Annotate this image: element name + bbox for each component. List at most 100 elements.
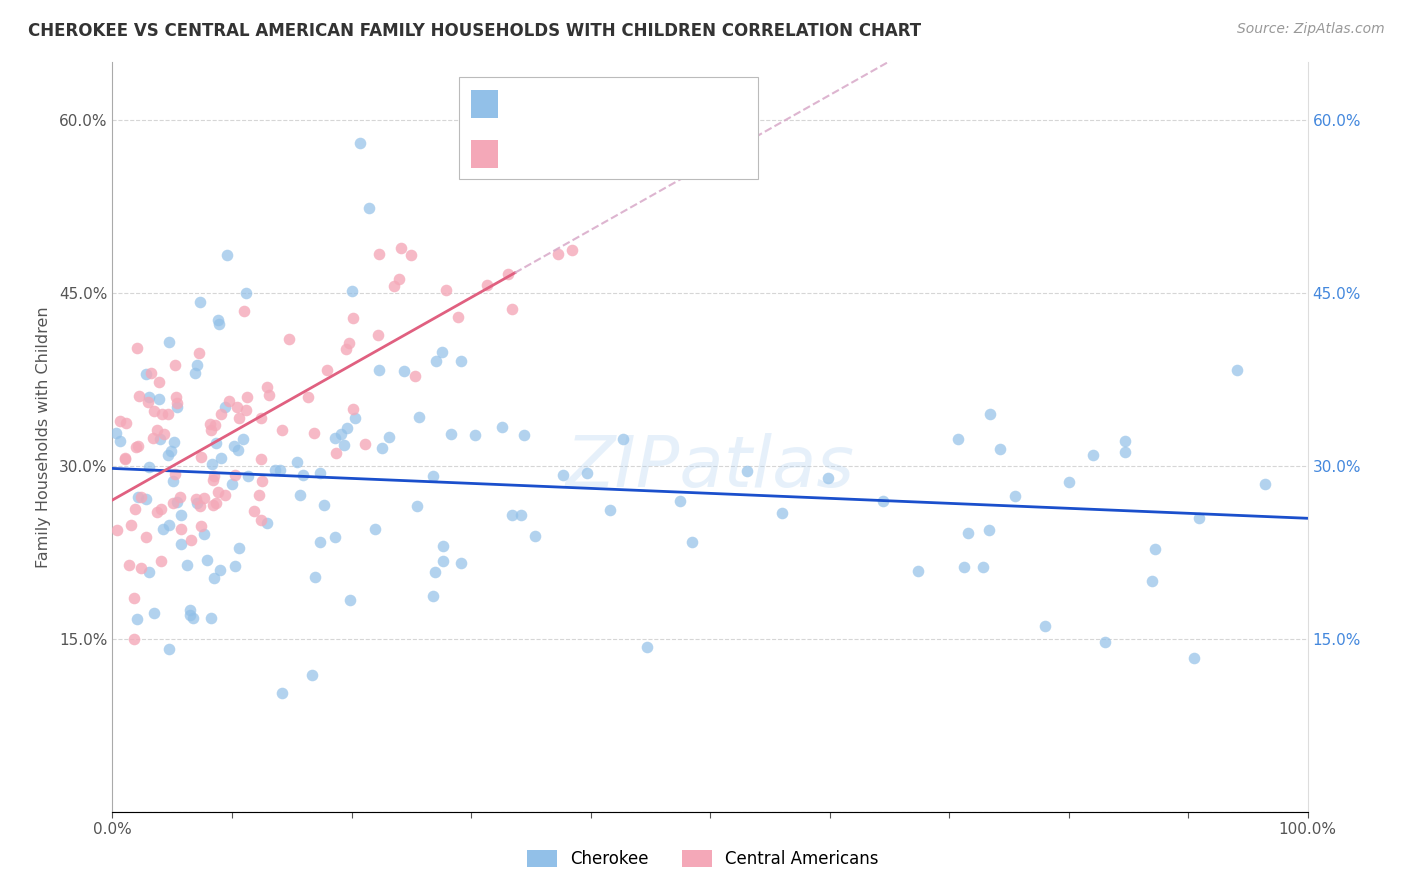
Point xyxy=(114,416,136,430)
Point xyxy=(342,402,364,417)
Point xyxy=(136,394,159,409)
Point xyxy=(252,474,274,488)
Point xyxy=(256,380,278,394)
Point xyxy=(170,537,193,551)
Point xyxy=(682,535,704,549)
Point xyxy=(325,446,347,460)
Point xyxy=(129,490,152,504)
Point xyxy=(122,591,145,605)
Point xyxy=(157,335,180,350)
Point xyxy=(547,247,569,261)
Point xyxy=(170,522,193,536)
Point xyxy=(165,358,187,372)
Text: Source: ZipAtlas.com: Source: ZipAtlas.com xyxy=(1237,22,1385,37)
Point xyxy=(270,423,292,437)
Point xyxy=(148,392,170,406)
Point xyxy=(388,272,411,286)
Point xyxy=(1226,363,1249,377)
Point xyxy=(104,425,127,440)
Point xyxy=(309,535,332,549)
Point xyxy=(120,518,142,533)
Point xyxy=(425,354,447,368)
Point xyxy=(1114,434,1136,448)
Point xyxy=(770,506,793,520)
Point xyxy=(440,427,463,442)
Point xyxy=(236,390,259,404)
Point xyxy=(389,241,412,255)
Point xyxy=(247,488,270,502)
Point xyxy=(163,434,186,449)
Point xyxy=(408,410,430,425)
Point xyxy=(135,367,157,381)
Point xyxy=(224,558,246,573)
Point xyxy=(1144,542,1167,557)
Point xyxy=(264,463,287,477)
Point xyxy=(157,407,180,421)
Point xyxy=(450,556,472,570)
Point xyxy=(422,469,444,483)
Point xyxy=(200,423,222,437)
Point xyxy=(434,283,457,297)
Point xyxy=(170,508,193,522)
Point xyxy=(202,469,225,483)
Point xyxy=(1188,511,1211,525)
Point xyxy=(972,560,994,574)
Point xyxy=(301,667,323,681)
Point xyxy=(432,539,454,553)
Point xyxy=(166,400,188,414)
Point xyxy=(122,632,145,646)
Point xyxy=(335,342,357,356)
Point xyxy=(125,440,148,454)
Point xyxy=(344,410,367,425)
Point xyxy=(364,522,387,536)
Point xyxy=(157,641,180,656)
Point xyxy=(399,248,422,262)
Point xyxy=(957,526,980,541)
Point xyxy=(204,417,226,432)
Point xyxy=(135,492,157,507)
Point xyxy=(378,429,401,443)
Point xyxy=(125,612,148,626)
Point xyxy=(464,427,486,442)
Point xyxy=(330,427,353,442)
Point xyxy=(179,607,201,622)
Point xyxy=(359,201,381,215)
Point xyxy=(501,508,523,522)
Point xyxy=(188,346,211,360)
Point xyxy=(162,475,184,489)
Point xyxy=(114,451,136,466)
Point xyxy=(953,560,976,574)
Point xyxy=(205,435,228,450)
Point xyxy=(323,432,346,446)
Point xyxy=(368,247,391,261)
Point xyxy=(209,407,232,421)
Point xyxy=(142,606,165,620)
Point xyxy=(193,491,215,505)
Point xyxy=(1094,635,1116,649)
Point xyxy=(447,310,470,324)
Point xyxy=(224,439,246,453)
Point xyxy=(513,427,536,442)
Point xyxy=(979,523,1001,537)
Point xyxy=(188,499,211,513)
Point xyxy=(209,450,232,465)
Point xyxy=(150,502,173,516)
Point xyxy=(226,443,249,458)
Point xyxy=(309,466,332,480)
Point xyxy=(297,390,319,404)
Point xyxy=(872,494,894,508)
Point xyxy=(382,278,405,293)
Point xyxy=(1182,651,1205,665)
Point xyxy=(150,407,173,421)
Point xyxy=(256,516,278,530)
Point xyxy=(576,467,599,481)
Point xyxy=(228,411,250,425)
Point xyxy=(668,494,690,508)
Point xyxy=(1140,574,1163,589)
Point xyxy=(371,441,394,455)
Point xyxy=(186,496,208,510)
Point xyxy=(225,401,247,415)
Point xyxy=(127,439,149,453)
Point xyxy=(157,518,180,533)
Point xyxy=(135,530,157,544)
